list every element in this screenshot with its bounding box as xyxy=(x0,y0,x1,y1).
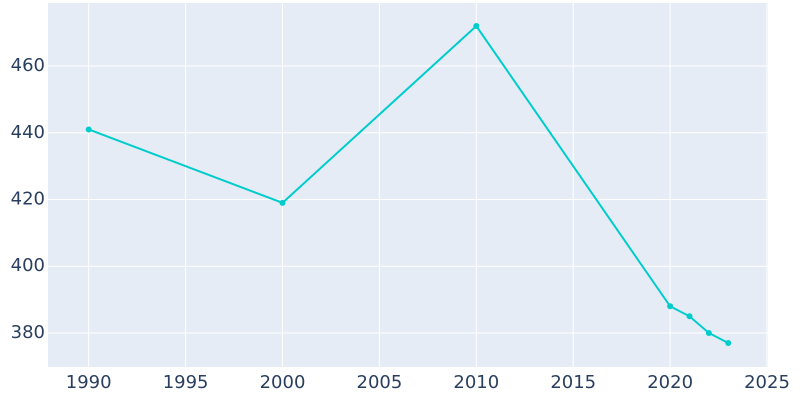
plot-background xyxy=(48,3,768,367)
y-tick-label: 380 xyxy=(11,322,45,343)
x-tick-label: 2015 xyxy=(550,372,596,393)
y-tick-label: 400 xyxy=(11,255,45,276)
point xyxy=(85,126,92,133)
x-tick-label: 1995 xyxy=(163,372,209,393)
x-tick-label: 2025 xyxy=(744,372,790,393)
y-tick-label: 460 xyxy=(11,55,45,76)
point xyxy=(686,313,693,320)
x-tick-label: 2020 xyxy=(647,372,693,393)
x-tick-label: 2000 xyxy=(260,372,306,393)
point xyxy=(279,199,286,206)
y-tick-label: 440 xyxy=(11,122,45,143)
x-tick-label: 1990 xyxy=(66,372,112,393)
x-tick-label: 2005 xyxy=(357,372,403,393)
point xyxy=(667,303,674,310)
point xyxy=(473,23,480,30)
x-tick-label: 2010 xyxy=(453,372,499,393)
point xyxy=(725,339,732,346)
point xyxy=(705,329,712,336)
y-tick-label: 420 xyxy=(11,189,45,210)
